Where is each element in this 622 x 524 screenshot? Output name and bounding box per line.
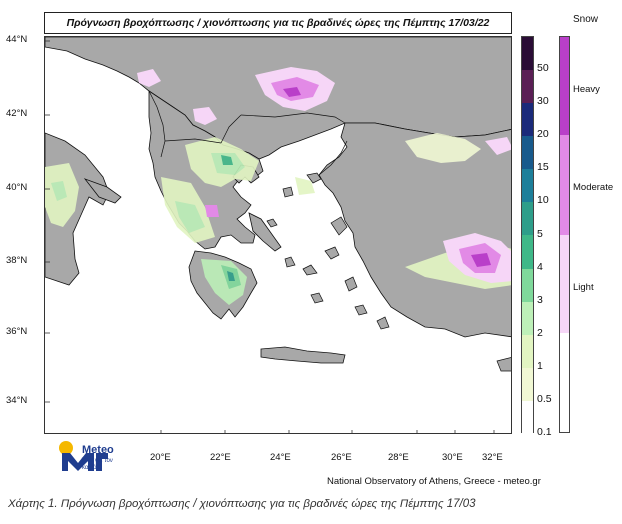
rain-swatch-2 [522,103,533,137]
rain-tick-label: 20 [537,128,549,141]
rain-swatch-0 [522,37,533,71]
lon-label-26: 26°E [331,452,352,463]
rain-tick-label: 4 [537,260,543,273]
snow-label-moderate: Moderate [573,182,614,193]
land-italy-heel [83,178,122,204]
lon-label-20: 20°E [150,452,171,463]
rain-tick-label: 0.5 [537,392,552,405]
lat-label-40: 40°N [6,182,28,193]
rain-swatch-11 [522,400,533,434]
snow-legend-title: Snow [573,14,599,25]
land-evia [248,212,282,252]
lon-label-32: 32°E [482,452,503,463]
rain-swatch-4 [522,169,533,203]
rain-colorbar [521,36,534,434]
rain-swatch-8 [522,301,533,335]
rain-swatch-1 [522,70,533,104]
rain-tick-label: 3 [537,293,543,306]
snow-patches [137,67,511,283]
snow-heavy-swatch [560,37,569,135]
logo-name: Meteo [82,444,114,456]
rain-tick-label: 5 [537,227,543,240]
rain-swatch-9 [522,334,533,368]
land-cyprus [496,357,511,372]
figure-caption: Χάρτης 1. Πρόγνωση βροχόπτωσης / χιονόπτ… [8,498,476,510]
meteo-logo-icon [59,441,108,471]
rain-swatch-6 [522,235,533,269]
rain-swatch-3 [522,136,533,170]
lon-label-24: 24°E [270,452,291,463]
rain-tick-label: 30 [537,95,549,108]
snow-moderate-swatch [560,135,569,235]
graticule-ticks [45,40,495,433]
lat-label-44: 44°N [6,34,28,45]
rain-swatch-5 [522,202,533,236]
rain-swatch-10 [522,367,533,401]
land-anatolia [318,122,511,338]
lat-label-42: 42°N [6,108,28,119]
land-crete [260,346,346,364]
aegean-islands [266,172,390,330]
map-canvas [45,37,511,433]
map-title: Πρόγνωση βροχόπτωσης / χιονόπτωσης για τ… [44,12,512,34]
snow-label-light: Light [573,282,594,293]
lat-label-34: 34°N [6,395,28,406]
snow-colorbar [559,36,570,433]
lat-label-38: 38°N [6,255,28,266]
rain-tick-label: 10 [537,194,549,207]
rain-swatch-7 [522,268,533,302]
credit-line: National Observatory of Athens, Greece -… [327,476,541,487]
snow-light-swatch [560,235,569,333]
lon-label-22: 22°E [210,452,231,463]
country-borders [148,90,348,176]
snow-none-swatch [560,333,569,432]
rain-tick-label: 15 [537,161,549,174]
forecast-map [44,36,512,434]
lon-label-28: 28°E [388,452,409,463]
snow-label-heavy: Heavy [573,84,600,95]
rain-tick-label: 50 [537,62,549,75]
lat-label-36: 36°N [6,326,28,337]
logo-tagline: Όλα για τον καιρό [82,458,113,471]
rain-tick-label: 0.1 [537,426,552,438]
rain-tick-label: 2 [537,326,543,339]
lon-label-30: 30°E [442,452,463,463]
rain-tick-label: 1 [537,359,543,372]
